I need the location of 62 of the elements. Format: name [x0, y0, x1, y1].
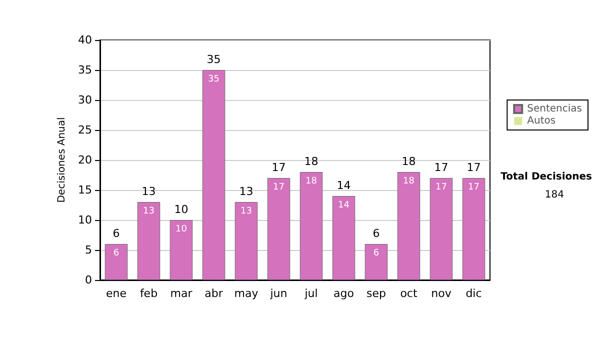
bar [267, 178, 290, 280]
y-tick-label: 10 [78, 214, 92, 226]
y-tick-label: 30 [78, 94, 92, 106]
y-tick-label: 20 [78, 154, 92, 166]
data-label: 35 [208, 74, 220, 84]
bar [104, 244, 128, 280]
total-label: 6 [372, 227, 380, 240]
x-tick-label: sep [366, 287, 386, 300]
data-label: 13 [240, 206, 252, 216]
y-tick-label: 0 [85, 274, 92, 286]
bar [430, 178, 453, 280]
y-tick-label: 5 [85, 244, 92, 256]
data-label: 10 [176, 224, 188, 234]
y-tick-label: 40 [78, 34, 92, 46]
total-label: 6 [112, 227, 120, 240]
x-tick-label: abr [204, 287, 224, 300]
data-label: 14 [338, 200, 350, 210]
total-label: 17 [272, 161, 286, 174]
total-label: 10 [174, 203, 188, 216]
x-tick-label: jul [304, 287, 318, 300]
bar [137, 202, 160, 280]
y-tick-label: 15 [78, 184, 92, 196]
total-label: 13 [239, 185, 254, 198]
bar [234, 202, 258, 280]
x-tick-label: ago [334, 287, 354, 300]
x-tick-label: feb [140, 287, 158, 300]
bar [332, 196, 356, 280]
data-label: 17 [468, 182, 480, 192]
data-label: 18 [403, 176, 415, 186]
y-axis-title: Decisiones Anual [56, 117, 68, 203]
x-tick-label: dic [466, 287, 482, 300]
total-label: 18 [304, 155, 318, 168]
y-tick-label: 35 [78, 64, 92, 76]
bar [364, 244, 388, 280]
total-label: 17 [434, 161, 448, 174]
data-label: 17 [273, 182, 284, 192]
bar [170, 220, 193, 280]
total-label: 18 [402, 155, 416, 168]
data-label: 18 [306, 176, 318, 186]
legend-label: Autos [527, 116, 556, 126]
x-tick-label: ene [106, 287, 127, 300]
bar [397, 172, 420, 280]
bar [300, 172, 323, 280]
bar [462, 178, 486, 280]
data-label: 13 [143, 206, 154, 216]
total-label: 35 [206, 53, 221, 66]
x-tick-label: jun [269, 287, 288, 300]
x-tick-label: may [234, 287, 259, 300]
total-label: 13 [142, 185, 156, 198]
text: 184 [544, 190, 564, 200]
data-label: 6 [373, 248, 380, 258]
total-label: 14 [336, 179, 351, 192]
bar [202, 70, 226, 280]
x-tick-label: oct [400, 287, 418, 300]
total-label: 17 [466, 161, 481, 174]
x-tick-label: nov [431, 287, 452, 300]
data-label: 17 [436, 182, 447, 192]
legend-label: Sentencias [527, 104, 582, 114]
text: Total Decisiones [500, 172, 592, 182]
y-tick-label: 25 [78, 124, 92, 136]
x-tick-label: mar [170, 287, 193, 300]
data-label: 6 [113, 248, 120, 258]
